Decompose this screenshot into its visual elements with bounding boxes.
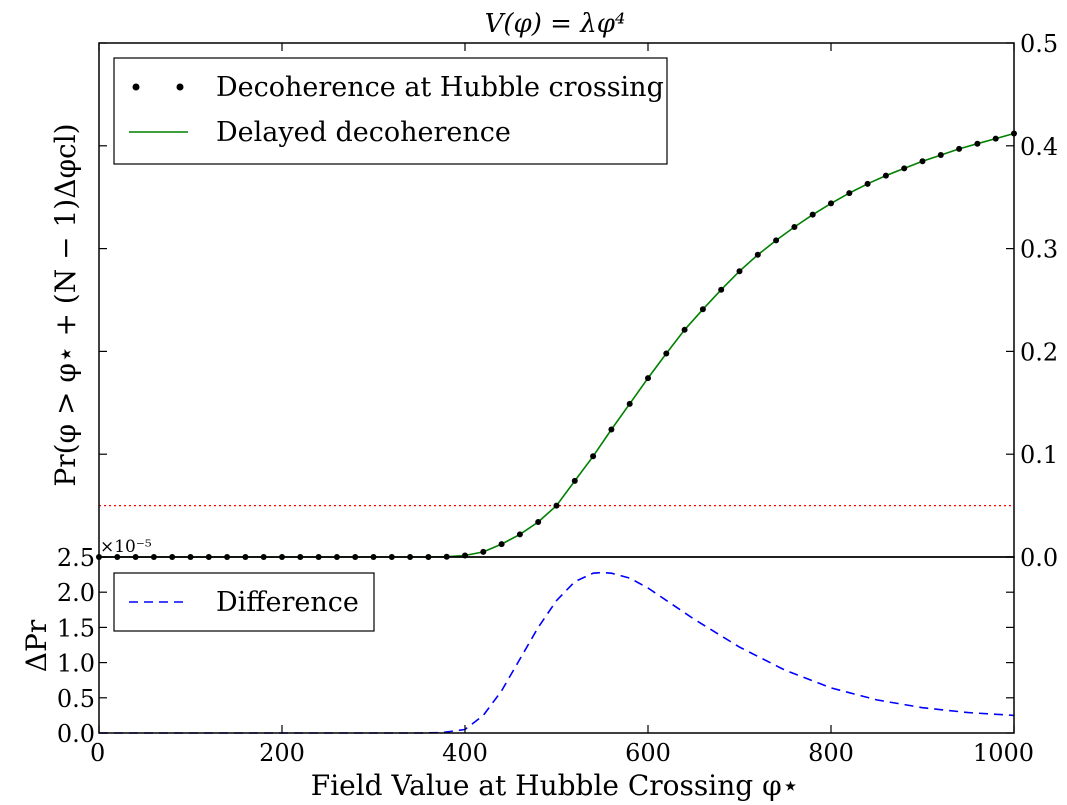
x-tick-label: 200 xyxy=(259,739,305,767)
y-tick-label: 1.0 xyxy=(57,650,95,678)
data-point-hubble-crossing xyxy=(882,172,889,179)
legend-label-dots: Decoherence at Hubble crossing xyxy=(216,72,664,103)
data-point-hubble-crossing xyxy=(516,531,523,538)
top-panel: V(φ) = λφ⁴ Pr(φ > φ⋆ + (N − 1)Δφcl) 0.00… xyxy=(49,9,1058,572)
data-point-hubble-crossing xyxy=(535,519,542,526)
y-tick-label: 0.0 xyxy=(1020,544,1058,572)
data-point-hubble-crossing xyxy=(608,426,615,433)
y-tick-label: 0.1 xyxy=(1020,441,1058,469)
legend-marker-dots xyxy=(176,83,184,91)
x-tick-label: 400 xyxy=(442,739,488,767)
bottom-series-group xyxy=(99,571,1015,734)
data-point-hubble-crossing xyxy=(681,326,688,333)
bottom-legend-box xyxy=(113,572,375,632)
y-tick-label: 0.0 xyxy=(57,720,95,748)
data-point-hubble-crossing xyxy=(590,453,597,460)
data-point-hubble-crossing xyxy=(919,158,926,165)
legend-label-difference: Difference xyxy=(216,587,359,618)
data-point-hubble-crossing xyxy=(754,251,761,258)
data-point-hubble-crossing xyxy=(956,145,963,152)
bottom-panel: ×10⁻⁵ ΔPr Field Value at Hubble Crossing… xyxy=(20,43,1034,802)
legend-label-line: Delayed decoherence xyxy=(216,117,511,148)
top-y-ticks: 0.0 0.1 0.2 0.3 0.4 0.5 xyxy=(99,30,1058,572)
y-tick-label: 1.5 xyxy=(57,614,95,642)
y-tick-label: 0.5 xyxy=(57,685,95,713)
data-point-hubble-crossing xyxy=(937,152,944,159)
data-point-hubble-crossing xyxy=(553,502,560,509)
data-point-hubble-crossing xyxy=(992,135,999,142)
y-tick-label: 2.0 xyxy=(57,579,95,607)
data-point-hubble-crossing xyxy=(718,286,725,293)
data-point-hubble-crossing xyxy=(809,211,816,218)
data-point-hubble-crossing xyxy=(663,350,670,357)
bottom-legend: Difference xyxy=(113,572,375,632)
x-tick-label: 800 xyxy=(808,739,854,767)
y-tick-label: 0.2 xyxy=(1020,338,1058,366)
legend-marker-dots xyxy=(132,83,140,91)
y-tick-label: 2.5 xyxy=(57,544,95,572)
series-line-difference xyxy=(99,571,1015,734)
y-offset-label: ×10⁻⁵ xyxy=(100,537,152,557)
data-point-hubble-crossing xyxy=(699,306,706,313)
y-tick-label: 0.4 xyxy=(1020,133,1058,161)
x-tick-label: 600 xyxy=(625,739,671,767)
y-tick-label: 0.5 xyxy=(1020,30,1058,58)
data-point-hubble-crossing xyxy=(974,140,981,147)
data-point-hubble-crossing xyxy=(773,237,780,244)
y-axis-label-bottom: ΔPr xyxy=(20,619,53,672)
top-legend: Decoherence at Hubble crossing Delayed d… xyxy=(113,57,668,165)
data-point-hubble-crossing xyxy=(864,180,871,187)
y-axis-label-top: Pr(φ > φ⋆ + (N − 1)Δφcl) xyxy=(49,123,82,486)
x-tick-label: 0 xyxy=(90,739,105,767)
bottom-x-ticks: 0 200 400 600 800 1000 xyxy=(90,43,1034,767)
data-point-hubble-crossing xyxy=(645,375,651,382)
top-legend-box xyxy=(113,57,668,165)
x-tick-label: 1000 xyxy=(973,739,1034,767)
data-point-hubble-crossing xyxy=(736,268,743,275)
data-point-hubble-crossing xyxy=(791,224,798,231)
top-series-group xyxy=(96,130,1017,560)
data-point-hubble-crossing xyxy=(480,548,487,555)
x-axis-label: Field Value at Hubble Crossing φ⋆ xyxy=(311,769,799,802)
y-tick-label: 0.3 xyxy=(1020,236,1058,264)
chart-title: V(φ) = λφ⁴ xyxy=(485,9,626,39)
data-point-hubble-crossing xyxy=(498,541,505,548)
bottom-y-ticks: 0.0 0.5 1.0 1.5 2.0 2.5 xyxy=(57,544,1014,748)
data-point-hubble-crossing xyxy=(571,477,578,484)
data-point-hubble-crossing xyxy=(901,165,908,172)
data-point-hubble-crossing xyxy=(846,190,853,197)
series-line-delayed-decoherence xyxy=(99,132,1015,558)
data-point-hubble-crossing xyxy=(828,200,834,207)
bottom-plot-frame xyxy=(98,556,1015,734)
data-point-hubble-crossing xyxy=(626,400,633,407)
